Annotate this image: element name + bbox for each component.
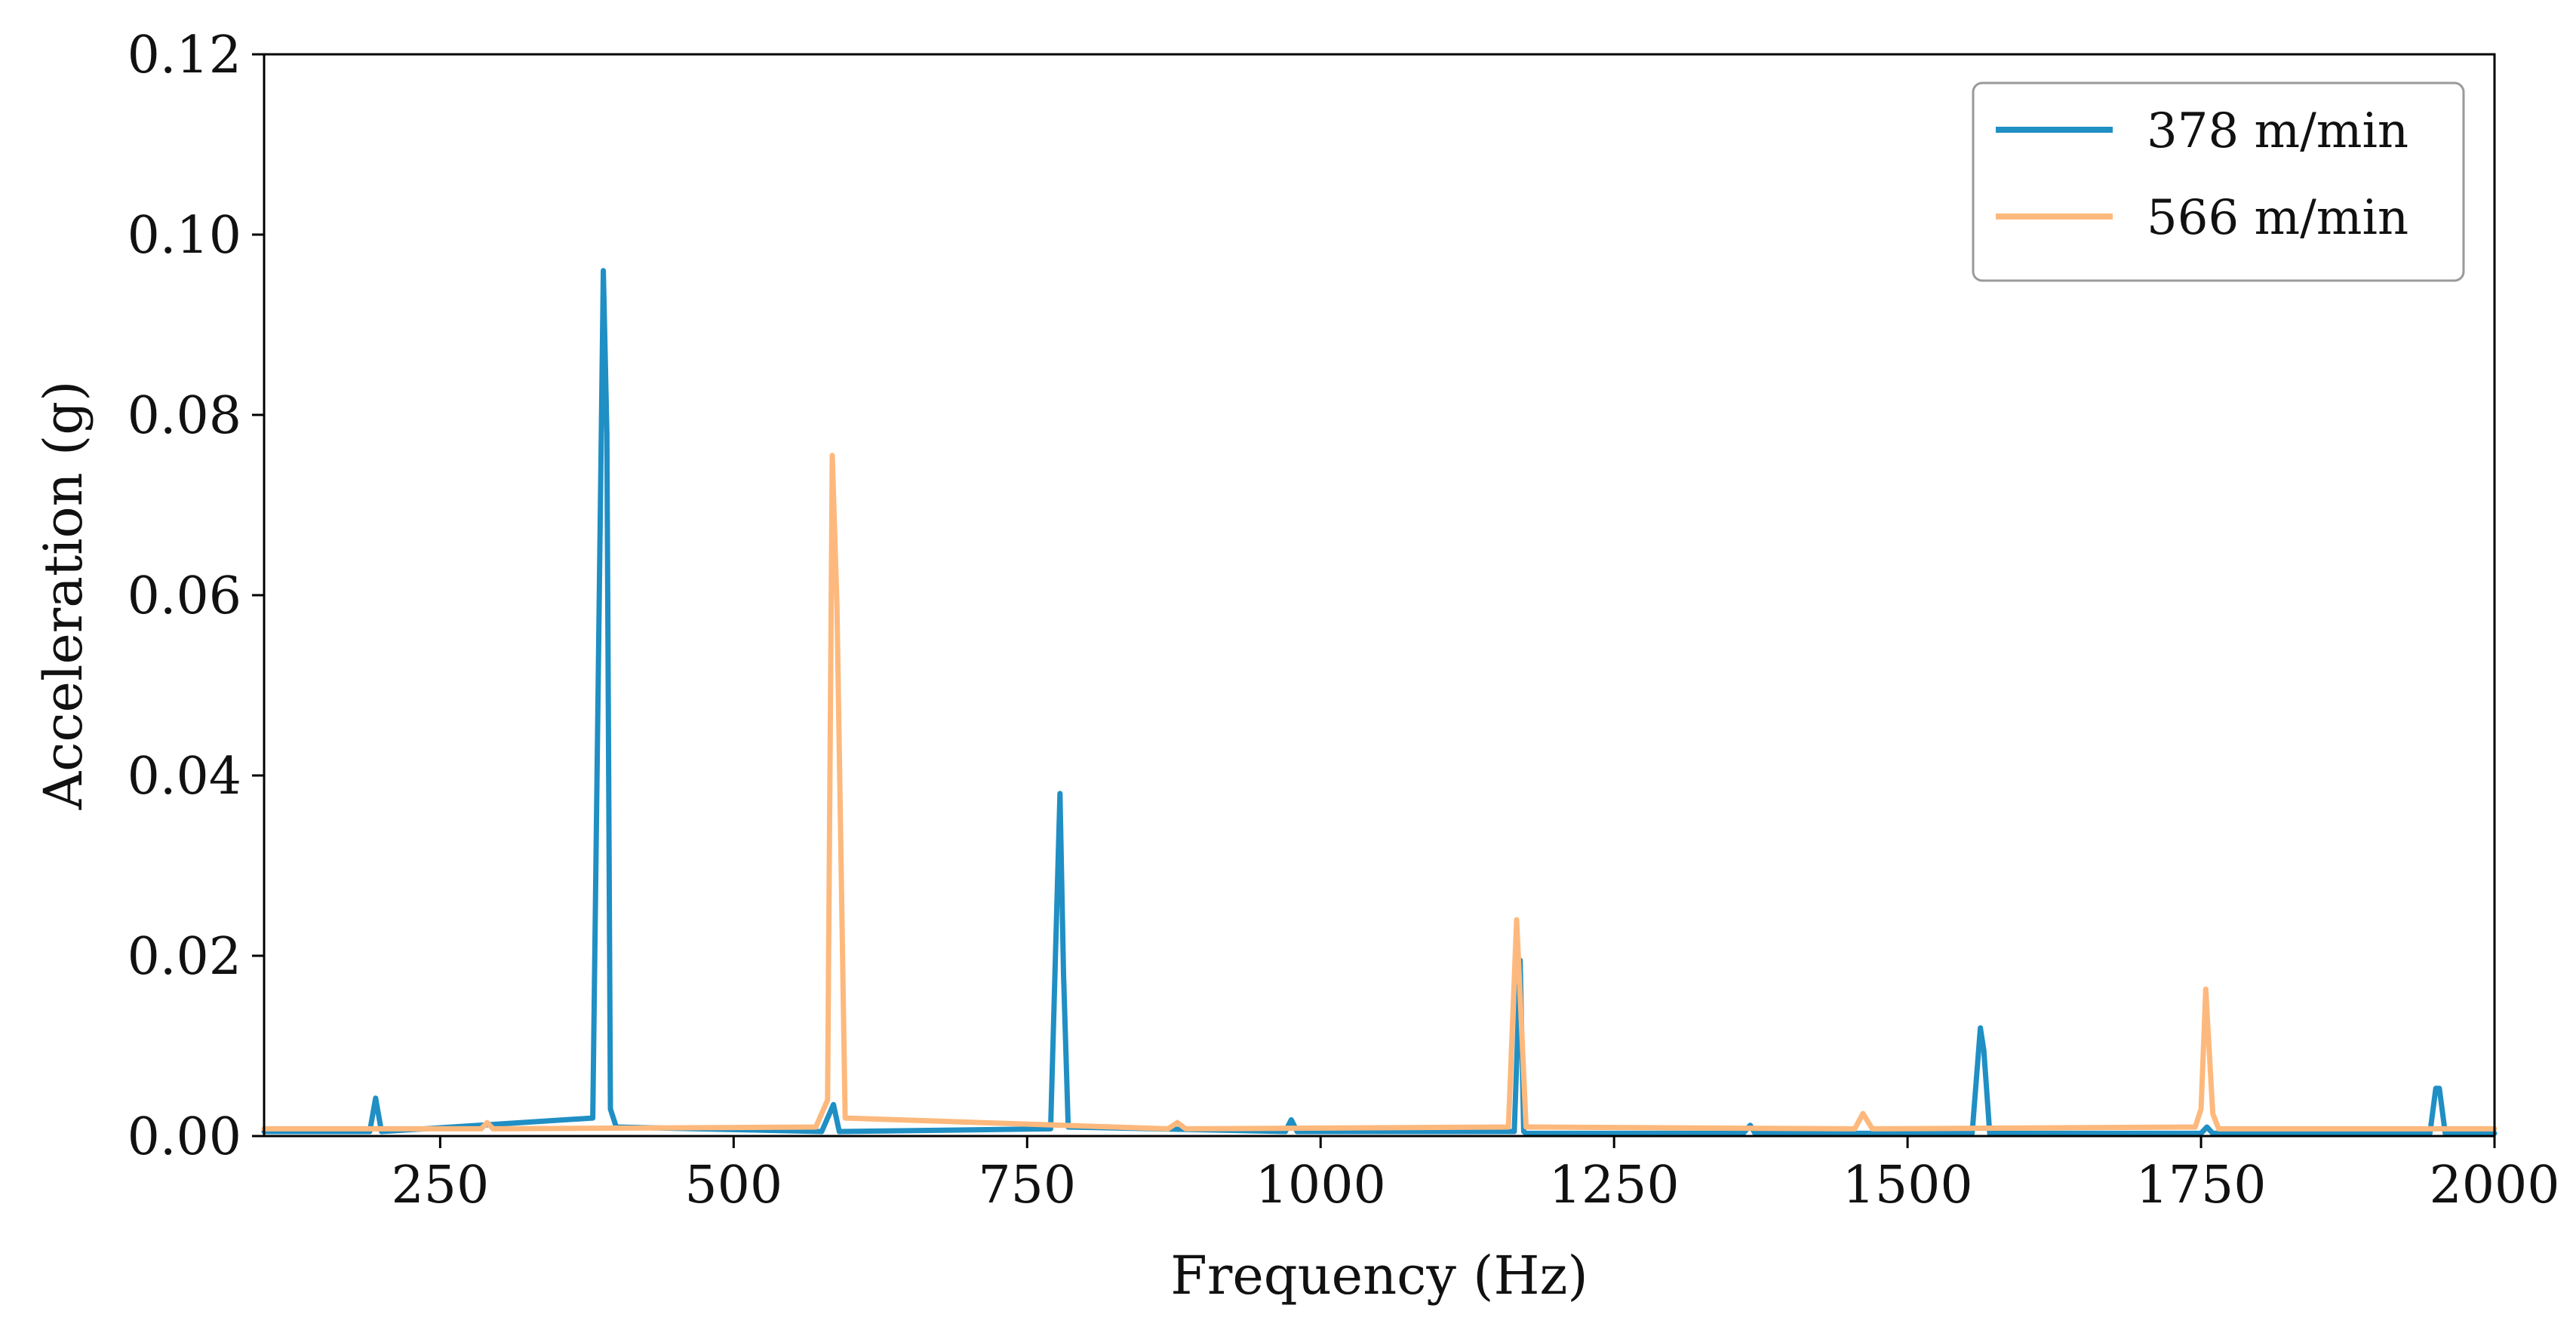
x-tick-label: 2000 (2429, 1156, 2559, 1215)
x-axis-label: Frequency (Hz) (1170, 1245, 1588, 1307)
series-line-566 (261, 453, 2498, 1132)
plot-frame (263, 53, 2496, 1138)
y-tick-label: 0.08 (128, 386, 241, 446)
x-tick-label: 1500 (1843, 1156, 1973, 1215)
y-tick-label: 0.06 (128, 567, 241, 626)
y-tick-label: 0.00 (128, 1107, 241, 1167)
legend: 378 m/min 566 m/min (1972, 81, 2465, 282)
y-tick-label: 0.12 (128, 26, 241, 85)
x-tick-label: 500 (684, 1156, 782, 1215)
legend-label-378: 378 m/min (2147, 103, 2408, 159)
x-tick-label: 250 (391, 1156, 489, 1215)
series-layer (261, 268, 2498, 1136)
y-tick-label: 0.04 (128, 747, 241, 806)
y-tick-label: 0.10 (128, 206, 241, 266)
series-line-378 (261, 268, 2498, 1136)
x-tick-label: 1750 (2136, 1156, 2267, 1215)
x-tick-label: 750 (978, 1156, 1076, 1215)
x-tick-label: 1250 (1549, 1156, 1680, 1215)
x-tick-label: 1000 (1256, 1156, 1386, 1215)
legend-label-566: 566 m/min (2147, 190, 2408, 246)
y-axis-label: Acceleration (g) (32, 381, 94, 811)
ticks-layer: 250 500 750 1000 1250 1500 1750 2000 0.00 0.02 0.0… (128, 26, 2560, 1215)
y-tick-label: 0.02 (128, 927, 241, 987)
